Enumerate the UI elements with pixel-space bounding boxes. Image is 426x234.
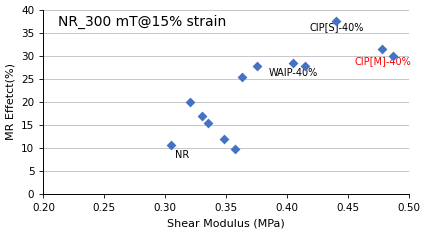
Text: WAIP-40%: WAIP-40%	[269, 68, 318, 78]
Point	[332, 19, 339, 23]
Text: NR_300 mT@15% strain: NR_300 mT@15% strain	[58, 15, 226, 29]
Point	[253, 64, 260, 68]
Point	[220, 137, 227, 140]
Point	[186, 100, 193, 104]
X-axis label: Shear Modulus (MPa): Shear Modulus (MPa)	[167, 219, 285, 228]
Point	[168, 144, 175, 147]
Point	[379, 47, 386, 51]
Text: NR: NR	[175, 150, 189, 160]
Point	[290, 62, 296, 65]
Text: CIP[M]-40%: CIP[M]-40%	[354, 56, 411, 66]
Point	[199, 114, 205, 117]
Point	[302, 64, 309, 68]
Point	[231, 147, 238, 151]
Y-axis label: MR Effetct(%): MR Effetct(%)	[6, 63, 16, 140]
Point	[390, 54, 397, 58]
Point	[204, 121, 211, 125]
Point	[239, 75, 245, 79]
Text: CIP[S]-40%: CIP[S]-40%	[309, 22, 363, 32]
